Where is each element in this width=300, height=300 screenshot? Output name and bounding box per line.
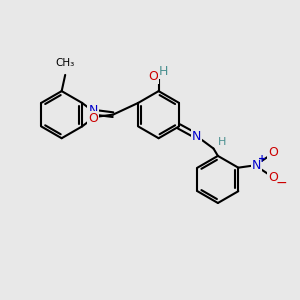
Text: CH₃: CH₃ bbox=[56, 58, 75, 68]
Text: O: O bbox=[88, 112, 98, 125]
Text: O: O bbox=[268, 146, 278, 159]
Text: H: H bbox=[159, 64, 169, 78]
Text: O: O bbox=[268, 171, 278, 184]
Text: N: N bbox=[192, 130, 201, 143]
Text: O: O bbox=[148, 70, 158, 83]
Text: −: − bbox=[275, 176, 287, 189]
Text: N: N bbox=[88, 104, 98, 117]
Text: N: N bbox=[252, 159, 261, 172]
Text: +: + bbox=[258, 154, 266, 164]
Text: H: H bbox=[218, 137, 226, 147]
